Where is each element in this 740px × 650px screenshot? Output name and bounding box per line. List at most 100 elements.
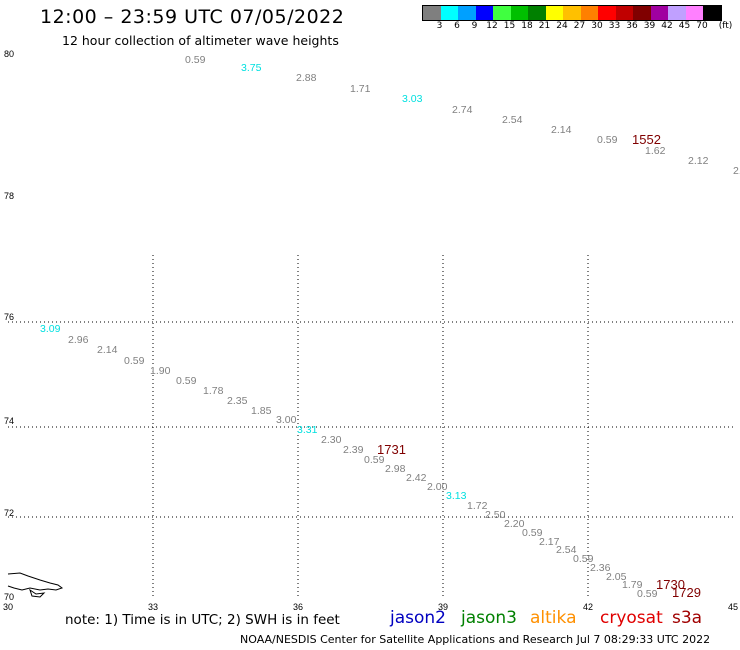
legend-label: 3 [436, 21, 443, 31]
swh-label: 1.85 [251, 405, 272, 417]
latitude-label: 72 [4, 508, 14, 518]
legend-swatch [493, 6, 511, 20]
legend-swatch [580, 6, 598, 20]
latitude-label: 80 [4, 49, 14, 59]
swh-label: 3.09 [40, 323, 61, 335]
swh-label: 1.72 [467, 500, 488, 512]
swh-label: 2.14 [97, 344, 118, 356]
swh-label: 0.59 [176, 375, 197, 387]
swh-label: 2.50 [485, 509, 506, 521]
swh-label: 0.59 [597, 134, 618, 146]
swh-label: 2.17 [539, 536, 560, 548]
satellite-jason2: jason2 [390, 608, 446, 628]
legend-label: 15 [503, 21, 516, 31]
swh-label: 0.59 [124, 355, 145, 367]
legend-label: 6 [454, 21, 460, 31]
swh-label: 0.59 [185, 54, 206, 66]
legend-swatch [650, 6, 668, 20]
legend-label: 24 [556, 21, 568, 31]
swh-label: 1.79 [622, 579, 643, 591]
legend-label: 18 [521, 21, 533, 31]
legend-label: 12 [486, 21, 498, 31]
coastline [7, 572, 64, 591]
swh-label: 2.05 [606, 571, 627, 583]
satellite-altika: altika [530, 608, 577, 628]
legend-label: 42 [661, 21, 673, 31]
map-subtitle: 12 hour collection of altimeter wave hei… [62, 33, 339, 48]
legend-swatch [615, 6, 633, 20]
latitude-label: 74 [4, 416, 14, 426]
swh-label: 2.00 [427, 481, 448, 493]
legend-label: 33 [608, 21, 621, 31]
swh-label: 2.54 [556, 544, 577, 556]
legend-label: 9 [471, 21, 478, 31]
pass-time-label: 1731 [377, 442, 406, 457]
swh-label: 2.36 [590, 562, 611, 574]
legend-label: 39 [643, 21, 656, 31]
longitude-label: 39 [438, 602, 448, 612]
legend-swatch [545, 6, 563, 20]
latitude-label: 70 [4, 592, 14, 602]
pass-time-label: 1729 [672, 585, 701, 600]
swh-label: 2.96 [68, 334, 89, 346]
swh-label: 1.78 [203, 385, 224, 397]
latitude-label: 76 [4, 312, 14, 322]
legend-swatch [440, 6, 458, 20]
satellite-cryosat: cryosat [600, 608, 663, 628]
longitude-label: 36 [293, 602, 303, 612]
legend-swatch [598, 6, 616, 20]
swh-label: 3.03 [402, 93, 423, 105]
legend-swatch [563, 6, 581, 20]
legend-unit: (ft) [718, 21, 733, 31]
swh-label: 3.75 [241, 62, 262, 74]
map-title: 12:00 – 23:59 UTC 07/05/2022 [40, 6, 345, 28]
swh-label: 1.71 [350, 83, 371, 95]
satellite-jason3: jason3 [461, 608, 517, 628]
latitude-label: 78 [4, 191, 14, 201]
swh-label: 2.98 [385, 463, 406, 475]
legend-label: 70 [696, 21, 708, 31]
swh-label: 2.12 [688, 155, 709, 167]
longitude-label: 45 [728, 602, 738, 612]
legend-swatch [668, 6, 686, 20]
legend-swatch [703, 6, 721, 20]
swh-label: 0.59 [522, 527, 543, 539]
longitude-label: 30 [3, 602, 13, 612]
longitude-label: 42 [583, 602, 593, 612]
legend-label: 27 [573, 21, 586, 31]
swh-label: 1.90 [150, 365, 171, 377]
legend-swatch [633, 6, 651, 20]
legend-swatch [423, 6, 441, 20]
swh-label: 0.59 [573, 553, 594, 565]
coastline [29, 588, 46, 598]
legend-swatch [510, 6, 528, 20]
satellite-s3a: s3a [672, 608, 703, 628]
swh-label: 2. [733, 165, 740, 177]
swh-label: 2.39 [343, 444, 364, 456]
swh-label: 2.14 [551, 124, 572, 136]
swh-label: 3.00 [276, 414, 297, 426]
swh-label: 2.20 [504, 518, 525, 530]
legend-label: 30 [591, 21, 603, 31]
swh-label: 3.13 [446, 490, 467, 502]
legend-swatch [685, 6, 703, 20]
swh-label: 2.54 [502, 114, 523, 126]
footnote: note: 1) Time is in UTC; 2) SWH is in fe… [65, 612, 340, 628]
legend-label: 36 [626, 21, 638, 31]
legend-swatch [475, 6, 493, 20]
swh-label: 1.62 [645, 145, 666, 157]
swh-label: 2.35 [227, 395, 248, 407]
legend-label: 45 [678, 21, 691, 31]
legend-swatch [458, 6, 476, 20]
color-legend-bar [422, 5, 722, 21]
pass-time-label: 1552 [632, 132, 661, 147]
credit-line: NOAA/NESDIS Center for Satellite Applica… [240, 633, 711, 646]
swh-label: 2.42 [406, 472, 427, 484]
swh-label: 3.31 [297, 424, 318, 436]
legend-label: 21 [538, 21, 551, 31]
swh-label: 2.88 [296, 72, 317, 84]
swh-label: 0.59 [637, 588, 658, 600]
pass-time-label: 1730 [656, 577, 685, 592]
swh-label: 2.30 [321, 434, 342, 446]
